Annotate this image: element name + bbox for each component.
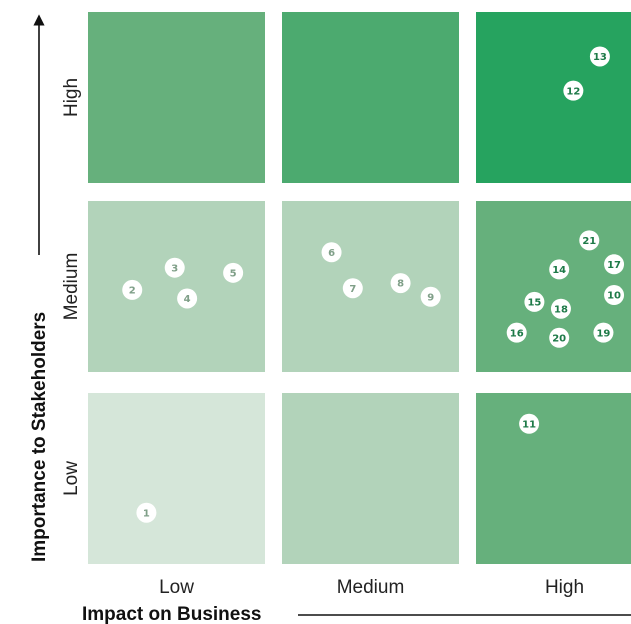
data-point-marker [519, 413, 540, 434]
data-point-marker [579, 230, 600, 251]
data-point-label: 10 [607, 291, 621, 302]
data-point-marker [342, 278, 363, 299]
data-point-marker [563, 80, 584, 101]
data-point-marker [593, 322, 614, 343]
data-point-2: 2 [122, 279, 143, 300]
data-point-label: 2 [129, 286, 136, 297]
data-point-marker [589, 46, 610, 67]
data-point-5: 5 [223, 262, 244, 283]
data-point-15: 15 [524, 291, 545, 312]
data-point-20: 20 [549, 327, 570, 348]
data-point-10: 10 [604, 285, 625, 306]
data-point-marker [506, 322, 527, 343]
data-point-marker [549, 327, 570, 348]
data-point-21: 21 [579, 230, 600, 251]
data-point-4: 4 [177, 288, 198, 309]
data-point-label: 1 [143, 508, 150, 519]
x-tick-medium: Medium [337, 577, 405, 598]
matrix-cells [88, 12, 631, 564]
data-point-19: 19 [593, 322, 614, 343]
data-point-marker [223, 262, 244, 283]
x-axis-title: Impact on Business [82, 604, 262, 624]
cell-medium-medium [282, 201, 459, 372]
data-point-label: 6 [328, 248, 335, 259]
data-point-marker [549, 259, 570, 280]
data-point-label: 14 [552, 265, 566, 276]
data-point-marker [604, 285, 625, 306]
data-point-14: 14 [549, 259, 570, 280]
data-point-label: 21 [582, 236, 596, 247]
data-point-label: 20 [552, 333, 566, 344]
data-point-label: 4 [184, 294, 191, 305]
data-point-marker [122, 279, 143, 300]
y-tick-medium: Medium [61, 253, 82, 321]
data-point-label: 19 [596, 328, 610, 339]
data-point-marker [524, 291, 545, 312]
data-point-label: 13 [593, 52, 607, 63]
data-point-marker [420, 286, 441, 307]
data-point-marker [390, 273, 411, 294]
data-point-3: 3 [164, 257, 185, 278]
data-point-13: 13 [589, 46, 610, 67]
x-tick-low: Low [159, 577, 194, 598]
data-point-8: 8 [390, 273, 411, 294]
data-point-marker [136, 502, 157, 523]
data-point-9: 9 [420, 286, 441, 307]
y-tick-high: High [61, 78, 82, 117]
cell-high-medium [282, 12, 459, 183]
x-tick-high: High [545, 577, 584, 598]
data-point-18: 18 [550, 298, 571, 319]
y-axis-title: Importance to Stakeholders [29, 312, 50, 562]
data-point-label: 7 [349, 284, 356, 295]
data-point-label: 8 [397, 279, 404, 290]
data-point-label: 11 [522, 419, 536, 430]
data-point-label: 16 [510, 328, 524, 339]
cell-high-low [88, 12, 265, 183]
data-point-label: 9 [427, 292, 434, 303]
y-tick-low: Low [61, 461, 82, 496]
data-point-label: 3 [171, 263, 178, 274]
data-point-label: 18 [554, 304, 568, 315]
cell-low-medium [282, 393, 459, 564]
cell-low-low [88, 393, 265, 564]
data-point-1: 1 [136, 502, 157, 523]
data-point-marker [604, 254, 625, 275]
cell-medium-high [476, 201, 631, 372]
cell-low-high [476, 393, 631, 564]
data-point-6: 6 [321, 242, 342, 263]
data-point-marker [550, 298, 571, 319]
data-point-17: 17 [604, 254, 625, 275]
data-point-label: 15 [527, 297, 541, 308]
data-point-12: 12 [563, 80, 584, 101]
cell-high-high [476, 12, 631, 183]
data-point-marker [321, 242, 342, 263]
cell-medium-low [88, 201, 265, 372]
data-point-marker [164, 257, 185, 278]
data-point-label: 12 [566, 86, 580, 97]
data-point-7: 7 [342, 278, 363, 299]
data-point-marker [177, 288, 198, 309]
data-point-11: 11 [519, 413, 540, 434]
data-point-label: 5 [230, 268, 237, 279]
data-point-label: 17 [607, 260, 621, 271]
data-point-16: 16 [506, 322, 527, 343]
tick-labels: Low Medium High Low Medium High [61, 78, 584, 598]
